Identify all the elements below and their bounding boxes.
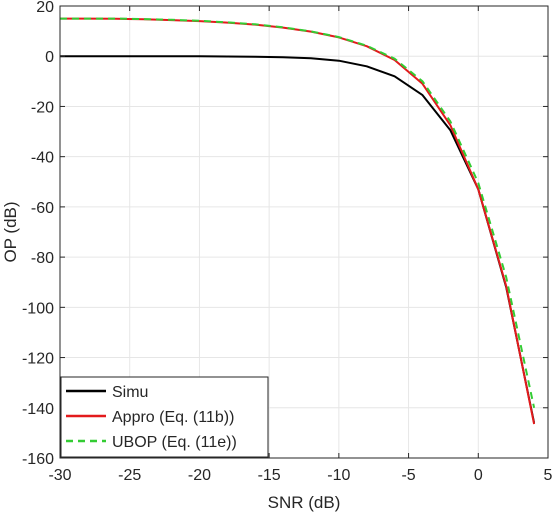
- series-line-2: [60, 17, 536, 425]
- legend-label-2: Appro (Eq. (11b)): [112, 409, 234, 426]
- x-tick-label: -15: [258, 467, 281, 484]
- x-tick-label: -25: [118, 467, 141, 484]
- x-tick-label: -10: [327, 467, 350, 484]
- y-tick-label: -80: [31, 250, 54, 267]
- legend: Simu Appro (Eq. (11b)) UBOP (Eq. (11e)): [60, 376, 269, 458]
- series-layer: [60, 17, 536, 425]
- y-tick-label: -140: [22, 401, 54, 418]
- x-tick-label: -5: [401, 467, 415, 484]
- y-tick-label: -40: [31, 150, 54, 167]
- x-tick-label: -30: [48, 467, 71, 484]
- x-tick-label: 5: [544, 467, 552, 484]
- y-tick-label: 0: [45, 49, 54, 66]
- plot-frame: [59, 5, 549, 459]
- y-tick-label: -100: [22, 300, 54, 317]
- y-tick-label: -60: [31, 200, 54, 217]
- series-line-1: [60, 55, 536, 424]
- x-axis-label: SNR (dB): [268, 493, 341, 512]
- y-tick-label: -20: [31, 99, 54, 116]
- axis-ticks: -30 -25 -20 -15 -10 -5 0 5 20 0 -20 -40 -60 -80 -100 -1…: [22, 0, 552, 484]
- legend-label-3: UBOP (Eq. (11e)): [112, 434, 237, 451]
- legend-label-1: Simu: [112, 384, 148, 401]
- x-tick-label: 0: [474, 467, 483, 484]
- x-tick-label: -20: [188, 467, 211, 484]
- y-tick-label: 20: [36, 0, 54, 16]
- series-line-3: [60, 17, 536, 409]
- y-tick-label: -120: [22, 351, 54, 368]
- y-tick-label: -160: [22, 451, 54, 468]
- y-axis-label: OP (dB): [1, 201, 20, 262]
